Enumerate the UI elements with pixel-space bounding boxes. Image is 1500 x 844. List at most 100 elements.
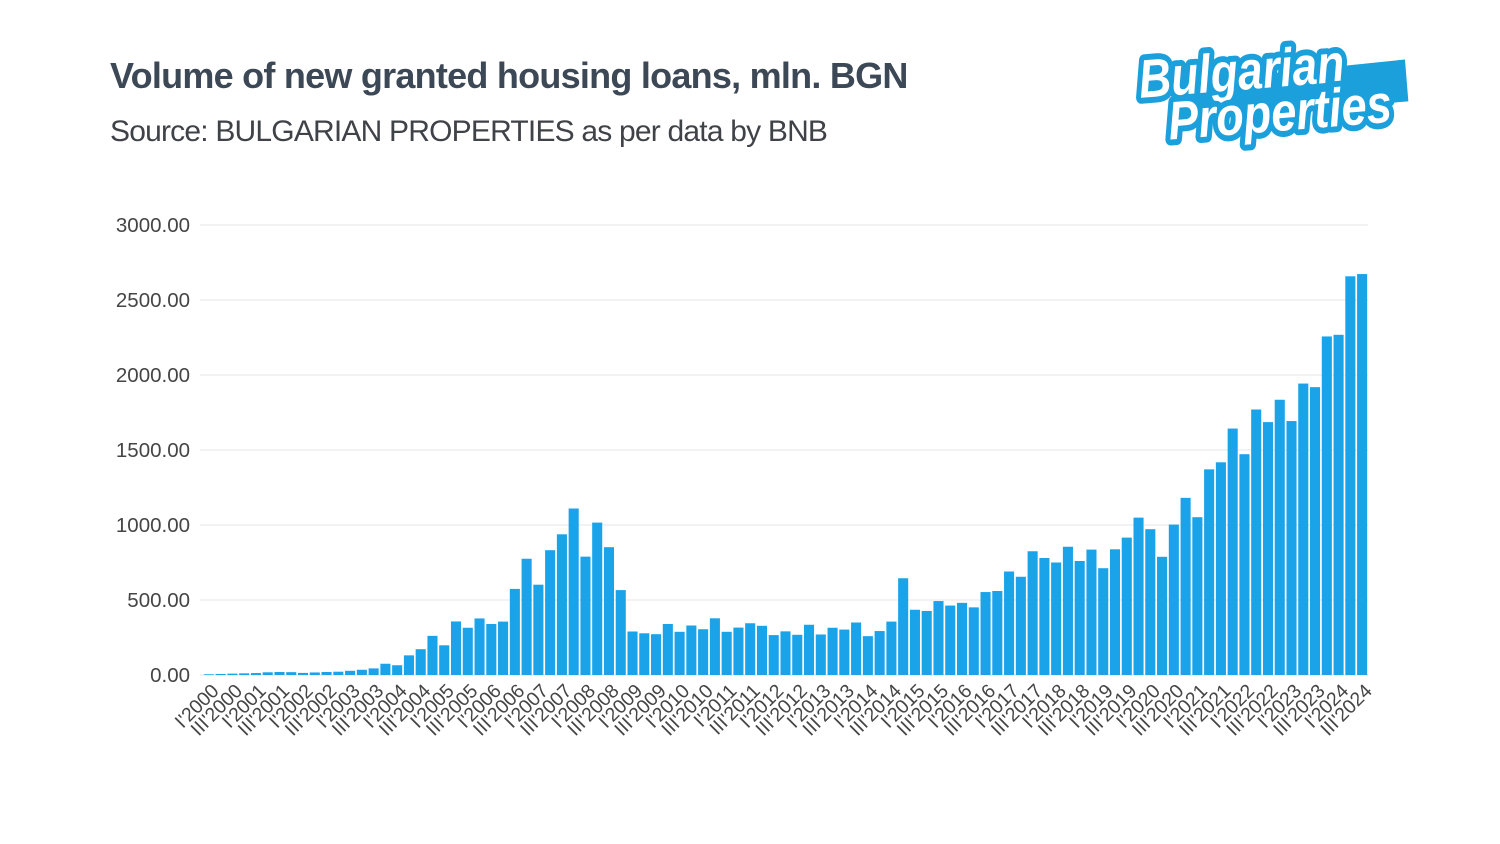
bar[interactable] (898, 578, 909, 675)
bar[interactable] (733, 627, 744, 675)
bar[interactable] (474, 618, 485, 675)
bar[interactable] (874, 631, 885, 675)
bar[interactable] (321, 672, 332, 675)
bar[interactable] (933, 601, 944, 675)
bar[interactable] (686, 625, 697, 676)
bar[interactable] (921, 610, 932, 675)
bar[interactable] (651, 634, 662, 675)
bar[interactable] (1157, 556, 1168, 675)
bar[interactable] (450, 621, 462, 675)
bar[interactable] (615, 590, 626, 675)
bar[interactable] (792, 634, 803, 675)
bar[interactable] (1074, 561, 1085, 675)
bar[interactable] (1357, 274, 1368, 675)
bar[interactable] (945, 605, 956, 675)
chart-source: Source: BULGARIAN PROPERTIES as per data… (110, 115, 828, 148)
bar[interactable] (1310, 387, 1321, 675)
bar[interactable] (498, 621, 509, 675)
bar[interactable] (286, 672, 297, 675)
bar[interactable] (239, 673, 250, 675)
bar[interactable] (1180, 497, 1191, 675)
bar[interactable] (956, 602, 968, 675)
bar[interactable] (1215, 462, 1226, 675)
bar[interactable] (1286, 421, 1297, 675)
bar[interactable] (980, 592, 991, 675)
bar[interactable] (862, 636, 873, 675)
bar[interactable] (545, 550, 556, 675)
bar[interactable] (1133, 517, 1144, 675)
bar[interactable] (721, 631, 732, 675)
bar[interactable] (780, 631, 791, 675)
bar[interactable] (509, 588, 520, 675)
bar[interactable] (274, 672, 285, 675)
bar[interactable] (1027, 551, 1038, 675)
bar[interactable] (627, 631, 638, 676)
bar[interactable] (1168, 524, 1179, 675)
bar[interactable] (1062, 546, 1073, 675)
bar[interactable] (486, 624, 497, 675)
bar[interactable] (392, 665, 403, 675)
bar[interactable] (262, 672, 273, 675)
bar[interactable] (804, 624, 815, 675)
bar[interactable] (756, 625, 767, 675)
bar[interactable] (1145, 529, 1156, 675)
bar[interactable] (439, 645, 450, 675)
bar[interactable] (568, 508, 579, 676)
bar[interactable] (768, 635, 779, 675)
bar[interactable] (886, 621, 897, 675)
bar[interactable] (827, 627, 838, 675)
bar[interactable] (297, 672, 309, 675)
bar[interactable] (745, 623, 756, 675)
bar[interactable] (333, 671, 344, 675)
bar[interactable] (674, 631, 685, 675)
bar[interactable] (1227, 428, 1238, 675)
bar[interactable] (909, 609, 920, 675)
bar[interactable] (1109, 549, 1121, 675)
bar[interactable] (427, 635, 438, 675)
bar[interactable] (1333, 334, 1344, 675)
bar[interactable] (1239, 454, 1250, 675)
bar[interactable] (968, 607, 979, 675)
bar[interactable] (709, 618, 720, 675)
bar[interactable] (1345, 276, 1356, 675)
bar[interactable] (533, 584, 544, 675)
bar[interactable] (556, 534, 567, 675)
bar[interactable] (380, 663, 391, 675)
bar[interactable] (662, 624, 673, 675)
bar[interactable] (639, 633, 650, 675)
bar[interactable] (356, 669, 367, 675)
bar[interactable] (415, 649, 426, 675)
bar[interactable] (1262, 422, 1274, 675)
bar[interactable] (309, 672, 320, 675)
bar[interactable] (203, 674, 214, 675)
bar[interactable] (1051, 562, 1062, 676)
bar[interactable] (1251, 409, 1262, 676)
bar[interactable] (227, 673, 238, 675)
bar[interactable] (1015, 576, 1026, 675)
bar[interactable] (592, 522, 603, 675)
bar[interactable] (1086, 549, 1097, 675)
bar[interactable] (839, 629, 850, 675)
bar[interactable] (603, 547, 615, 675)
bar[interactable] (368, 668, 379, 675)
bar[interactable] (345, 670, 356, 675)
bar[interactable] (851, 622, 862, 676)
bar[interactable] (1121, 537, 1132, 675)
bar[interactable] (580, 556, 591, 675)
bar[interactable] (215, 673, 226, 675)
bar[interactable] (1274, 399, 1285, 675)
bar[interactable] (1004, 571, 1015, 676)
bar[interactable] (250, 673, 261, 675)
bar[interactable] (815, 634, 826, 676)
bar[interactable] (1039, 558, 1050, 675)
bar[interactable] (698, 629, 709, 675)
bar[interactable] (521, 558, 532, 675)
bar[interactable] (1321, 336, 1332, 675)
bar[interactable] (1098, 568, 1109, 675)
bar[interactable] (1298, 383, 1309, 675)
bar[interactable] (462, 627, 473, 675)
bar[interactable] (1204, 469, 1215, 675)
bar[interactable] (992, 591, 1003, 675)
bar[interactable] (403, 655, 414, 675)
bar[interactable] (1192, 517, 1203, 675)
